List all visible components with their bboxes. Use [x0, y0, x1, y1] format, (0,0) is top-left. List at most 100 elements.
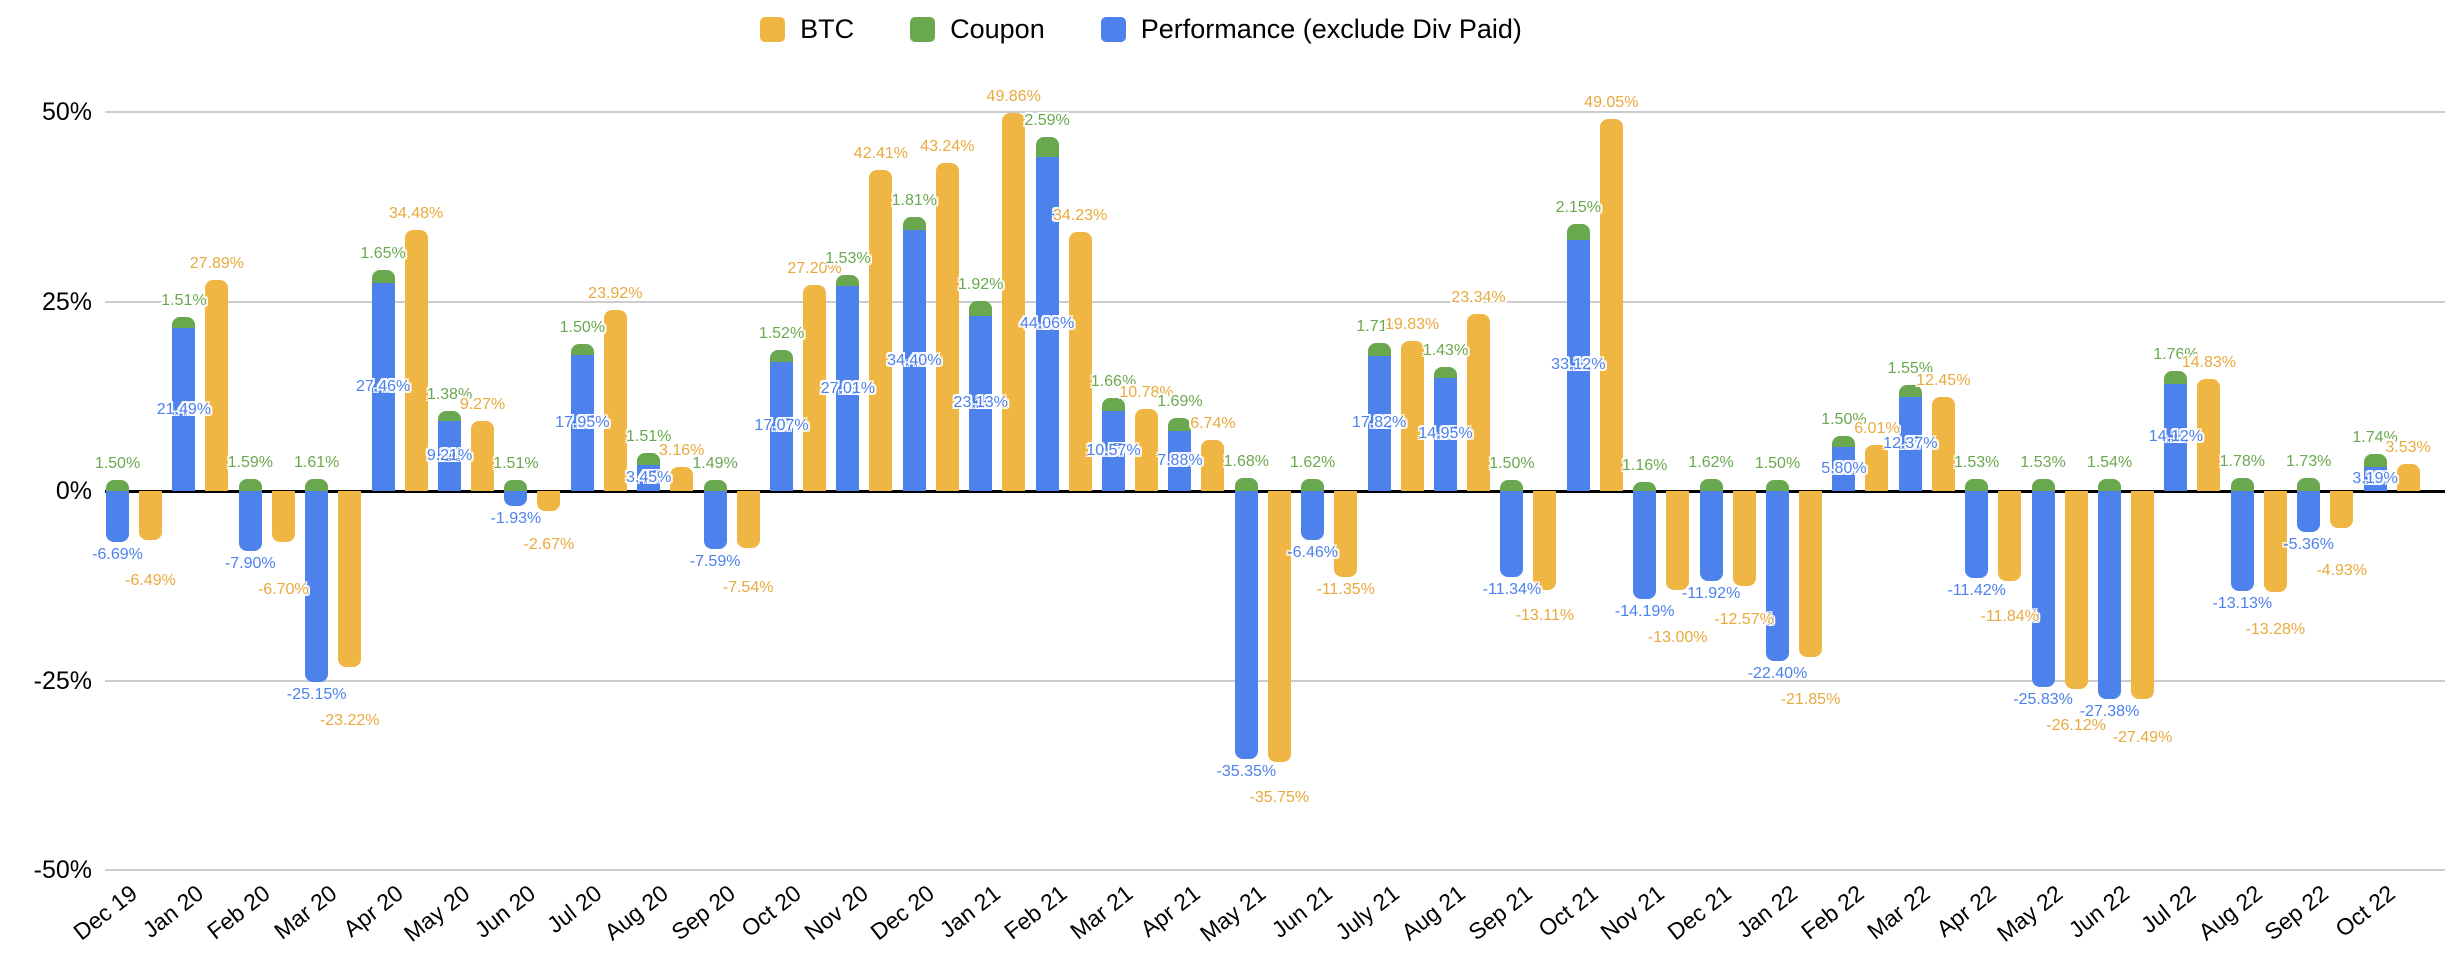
- bar-performance[interactable]: [1434, 377, 1457, 491]
- bar-performance[interactable]: [2164, 383, 2188, 491]
- bar-coupon[interactable]: [637, 453, 661, 465]
- bar-btc[interactable]: [736, 491, 760, 549]
- bar-btc[interactable]: [2064, 491, 2088, 689]
- bar-btc[interactable]: [1135, 409, 1158, 491]
- bar-coupon[interactable]: [1566, 223, 1590, 240]
- bar-btc[interactable]: [1002, 113, 1026, 491]
- bar-btc[interactable]: [1998, 491, 2022, 581]
- bar-coupon[interactable]: [1832, 435, 1856, 448]
- bar-btc[interactable]: [537, 491, 561, 512]
- bar-coupon[interactable]: [1633, 482, 1657, 491]
- bar-performance[interactable]: [305, 491, 329, 682]
- bar-btc[interactable]: [1599, 119, 1623, 491]
- bar-performance[interactable]: [703, 491, 727, 549]
- bar-coupon[interactable]: [1434, 366, 1457, 378]
- bar-performance[interactable]: [1500, 491, 1524, 577]
- legend-item-coupon[interactable]: Coupon: [910, 14, 1045, 45]
- bar-coupon[interactable]: [1965, 479, 1989, 491]
- bar-coupon[interactable]: [770, 350, 793, 362]
- bar-performance[interactable]: [2031, 491, 2055, 687]
- bar-performance[interactable]: [1367, 355, 1391, 491]
- bar-btc[interactable]: [471, 420, 494, 491]
- bar-btc[interactable]: [1267, 491, 1291, 762]
- bar-performance[interactable]: [1832, 447, 1856, 491]
- bar-coupon[interactable]: [1699, 478, 1723, 491]
- bar-performance[interactable]: [836, 286, 860, 491]
- bar-performance[interactable]: [2230, 491, 2254, 591]
- bar-performance[interactable]: [770, 361, 793, 491]
- bar-coupon[interactable]: [2031, 479, 2055, 491]
- bar-coupon[interactable]: [172, 316, 196, 329]
- bar-btc[interactable]: [603, 309, 627, 491]
- bar-performance[interactable]: [172, 328, 196, 491]
- bar-coupon[interactable]: [570, 343, 594, 355]
- bar-btc[interactable]: [803, 284, 826, 491]
- bar-coupon[interactable]: [2363, 453, 2387, 467]
- bar-coupon[interactable]: [902, 216, 926, 231]
- bar-coupon[interactable]: [106, 479, 129, 491]
- bar-performance[interactable]: [637, 464, 661, 491]
- bar-coupon[interactable]: [836, 274, 860, 287]
- bar-btc[interactable]: [338, 491, 362, 667]
- bar-performance[interactable]: [1168, 431, 1192, 491]
- bar-btc[interactable]: [1467, 314, 1490, 491]
- bar-btc[interactable]: [1865, 445, 1889, 491]
- bar-coupon[interactable]: [2297, 477, 2321, 491]
- bar-performance[interactable]: [1898, 397, 1922, 491]
- bar-btc[interactable]: [1931, 396, 1955, 491]
- bar-btc[interactable]: [139, 491, 162, 541]
- bar-coupon[interactable]: [969, 301, 993, 316]
- bar-coupon[interactable]: [238, 478, 262, 491]
- bar-coupon[interactable]: [2098, 479, 2121, 491]
- bar-coupon[interactable]: [1301, 478, 1325, 491]
- bar-btc[interactable]: [1400, 340, 1424, 491]
- legend-item-performance[interactable]: Performance (exclude Div Paid): [1100, 14, 1522, 45]
- bar-btc[interactable]: [271, 491, 295, 542]
- bar-performance[interactable]: [371, 282, 395, 491]
- bar-coupon[interactable]: [1102, 398, 1125, 411]
- legend-item-btc[interactable]: BTC: [760, 14, 854, 45]
- bar-performance[interactable]: [1699, 491, 1723, 582]
- bar-coupon[interactable]: [1898, 385, 1922, 398]
- bar-performance[interactable]: [504, 491, 528, 506]
- bar-performance[interactable]: [902, 230, 926, 491]
- bar-coupon[interactable]: [1500, 479, 1524, 491]
- bar-btc[interactable]: [2396, 464, 2420, 491]
- bar-performance[interactable]: [238, 491, 262, 551]
- bar-performance[interactable]: [2363, 466, 2387, 491]
- bar-btc[interactable]: [1201, 439, 1225, 491]
- bar-performance[interactable]: [969, 315, 993, 491]
- bar-coupon[interactable]: [438, 410, 461, 422]
- bar-btc[interactable]: [869, 169, 893, 491]
- bar-coupon[interactable]: [703, 479, 727, 491]
- bar-performance[interactable]: [1234, 491, 1258, 759]
- bar-coupon[interactable]: [2164, 370, 2188, 384]
- bar-btc[interactable]: [2197, 378, 2221, 491]
- bar-coupon[interactable]: [504, 479, 528, 491]
- bar-performance[interactable]: [570, 354, 594, 491]
- bar-performance[interactable]: [1301, 491, 1325, 540]
- bar-performance[interactable]: [106, 491, 129, 542]
- bar-performance[interactable]: [2297, 491, 2321, 532]
- bar-coupon[interactable]: [1168, 418, 1192, 432]
- bar-coupon[interactable]: [1766, 479, 1789, 491]
- bar-btc[interactable]: [1334, 491, 1358, 578]
- bar-performance[interactable]: [1766, 491, 1789, 661]
- bar-coupon[interactable]: [1234, 478, 1258, 491]
- bar-performance[interactable]: [438, 421, 461, 491]
- bar-btc[interactable]: [1666, 491, 1690, 590]
- bar-coupon[interactable]: [371, 270, 395, 283]
- bar-btc[interactable]: [404, 229, 428, 491]
- bar-btc[interactable]: [1799, 491, 1822, 657]
- bar-performance[interactable]: [1633, 491, 1657, 599]
- bar-btc[interactable]: [1732, 491, 1756, 587]
- bar-btc[interactable]: [205, 279, 229, 491]
- bar-performance[interactable]: [1566, 239, 1590, 491]
- bar-btc[interactable]: [935, 163, 959, 491]
- bar-btc[interactable]: [1533, 491, 1557, 591]
- bar-btc[interactable]: [670, 467, 694, 491]
- bar-performance[interactable]: [1965, 491, 1989, 578]
- bar-coupon[interactable]: [1367, 342, 1391, 356]
- bar-performance[interactable]: [2098, 491, 2121, 699]
- bar-btc[interactable]: [2330, 491, 2354, 529]
